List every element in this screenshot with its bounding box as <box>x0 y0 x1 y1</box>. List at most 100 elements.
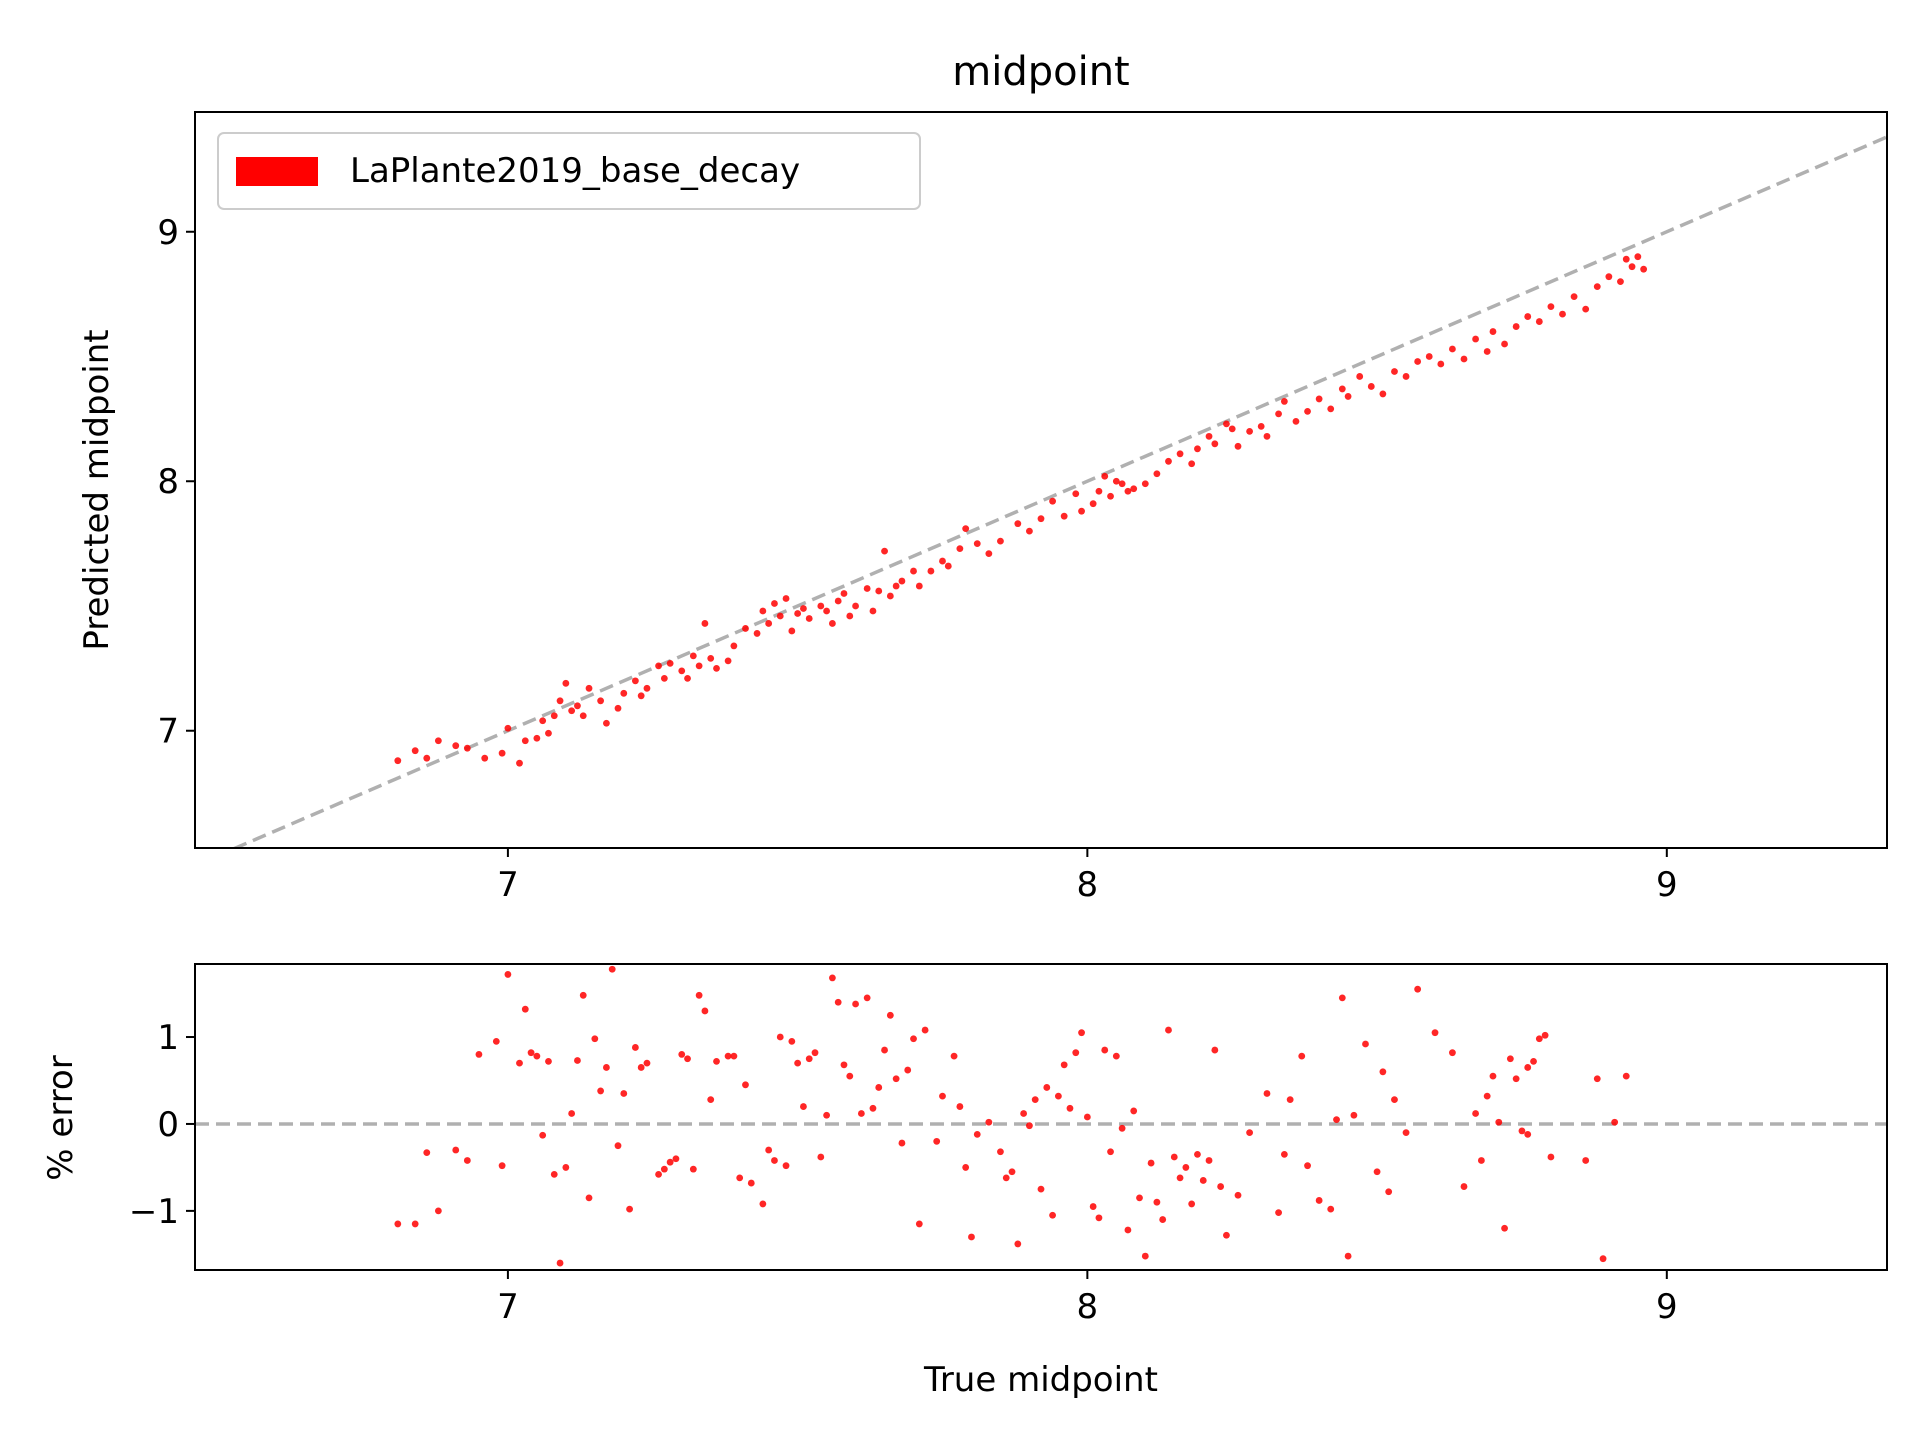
data-point <box>742 1081 749 1089</box>
axes-frame <box>194 963 1888 1271</box>
data-point <box>597 697 605 705</box>
data-point <box>1026 1122 1033 1130</box>
data-point <box>539 1131 547 1139</box>
data-point <box>1182 1164 1190 1171</box>
data-point <box>411 747 419 755</box>
data-point <box>707 1096 715 1104</box>
data-point <box>1489 328 1497 335</box>
data-point <box>678 1051 686 1058</box>
data-point <box>1107 492 1114 500</box>
data-point <box>1101 1046 1109 1054</box>
data-point <box>939 557 946 565</box>
data-point <box>800 1103 807 1110</box>
data-point <box>1020 1110 1028 1117</box>
data-point <box>1489 1072 1497 1080</box>
data-point <box>545 729 552 737</box>
data-point <box>1095 487 1103 495</box>
data-point <box>1228 425 1236 433</box>
data-point <box>1014 520 1022 528</box>
data-point <box>434 737 442 745</box>
data-point <box>956 1103 964 1110</box>
data-point <box>1559 310 1566 318</box>
data-point <box>1530 1057 1537 1065</box>
data-point <box>1599 1255 1607 1263</box>
data-point <box>1083 1113 1091 1121</box>
data-point <box>1460 1183 1468 1190</box>
data-point <box>1617 278 1624 286</box>
data-point <box>782 1162 790 1170</box>
data-point <box>1547 303 1555 311</box>
data-point <box>1327 405 1335 413</box>
data-point <box>660 1165 668 1173</box>
data-point <box>603 719 610 727</box>
y-axis-label-error: % error <box>41 1055 81 1180</box>
data-point <box>985 1118 993 1126</box>
y-tick-label: 7 <box>157 712 179 752</box>
data-point <box>1628 263 1636 271</box>
data-point <box>730 1052 738 1060</box>
data-point <box>823 1111 831 1119</box>
data-point <box>423 1149 431 1157</box>
data-point <box>1205 1157 1213 1164</box>
data-point <box>1483 1092 1491 1100</box>
data-point <box>788 627 796 635</box>
data-point <box>434 1207 442 1215</box>
data-point <box>1512 1075 1520 1083</box>
data-point <box>614 1142 622 1150</box>
data-point <box>1089 1203 1097 1210</box>
data-point <box>1124 487 1132 495</box>
data-point <box>944 562 952 570</box>
data-point <box>684 674 691 682</box>
data-point <box>1153 470 1161 478</box>
data-point <box>1582 1157 1590 1164</box>
y-tick-label: 9 <box>157 213 179 253</box>
data-point <box>666 1158 674 1166</box>
data-point <box>545 1057 552 1065</box>
data-point <box>846 612 854 620</box>
data-point <box>481 754 489 762</box>
data-point <box>736 1174 744 1182</box>
data-point <box>1622 255 1630 263</box>
data-point <box>1524 1130 1532 1138</box>
data-point <box>672 1155 680 1163</box>
data-point <box>1101 472 1109 480</box>
data-point <box>1165 457 1172 465</box>
legend: LaPlante2019_base_decay <box>217 132 921 210</box>
data-point <box>1350 1111 1358 1119</box>
data-point <box>475 1051 483 1058</box>
data-point <box>684 1055 691 1063</box>
data-point <box>597 1087 605 1095</box>
data-point <box>1379 1068 1387 1076</box>
data-point <box>585 684 593 692</box>
chart-title: midpoint <box>952 49 1129 95</box>
data-point <box>794 1059 802 1067</box>
data-point <box>1118 480 1126 488</box>
data-point <box>1414 985 1422 993</box>
data-point <box>1506 1055 1514 1063</box>
data-point <box>539 717 547 725</box>
data-point <box>713 1057 720 1065</box>
y-tick-label: 0 <box>157 1105 179 1145</box>
data-point <box>852 1000 859 1008</box>
data-point <box>1333 1116 1340 1124</box>
y-tick-label: −1 <box>129 1192 179 1232</box>
data-point <box>521 1005 529 1013</box>
data-point <box>869 607 877 615</box>
data-point <box>863 585 871 592</box>
data-point <box>631 1044 639 1051</box>
data-point <box>1089 500 1097 508</box>
data-point <box>1008 1168 1016 1176</box>
x-axis-label: True midpoint <box>923 1360 1158 1400</box>
data-point <box>794 610 802 617</box>
data-point <box>1205 432 1213 440</box>
data-point <box>620 689 628 697</box>
data-point <box>1217 1183 1225 1190</box>
data-point <box>1275 410 1282 418</box>
data-point <box>568 707 576 715</box>
data-point <box>1460 355 1468 363</box>
data-point <box>921 1026 929 1034</box>
data-point <box>1275 1209 1282 1217</box>
data-point <box>452 1146 460 1154</box>
data-point <box>550 712 558 720</box>
